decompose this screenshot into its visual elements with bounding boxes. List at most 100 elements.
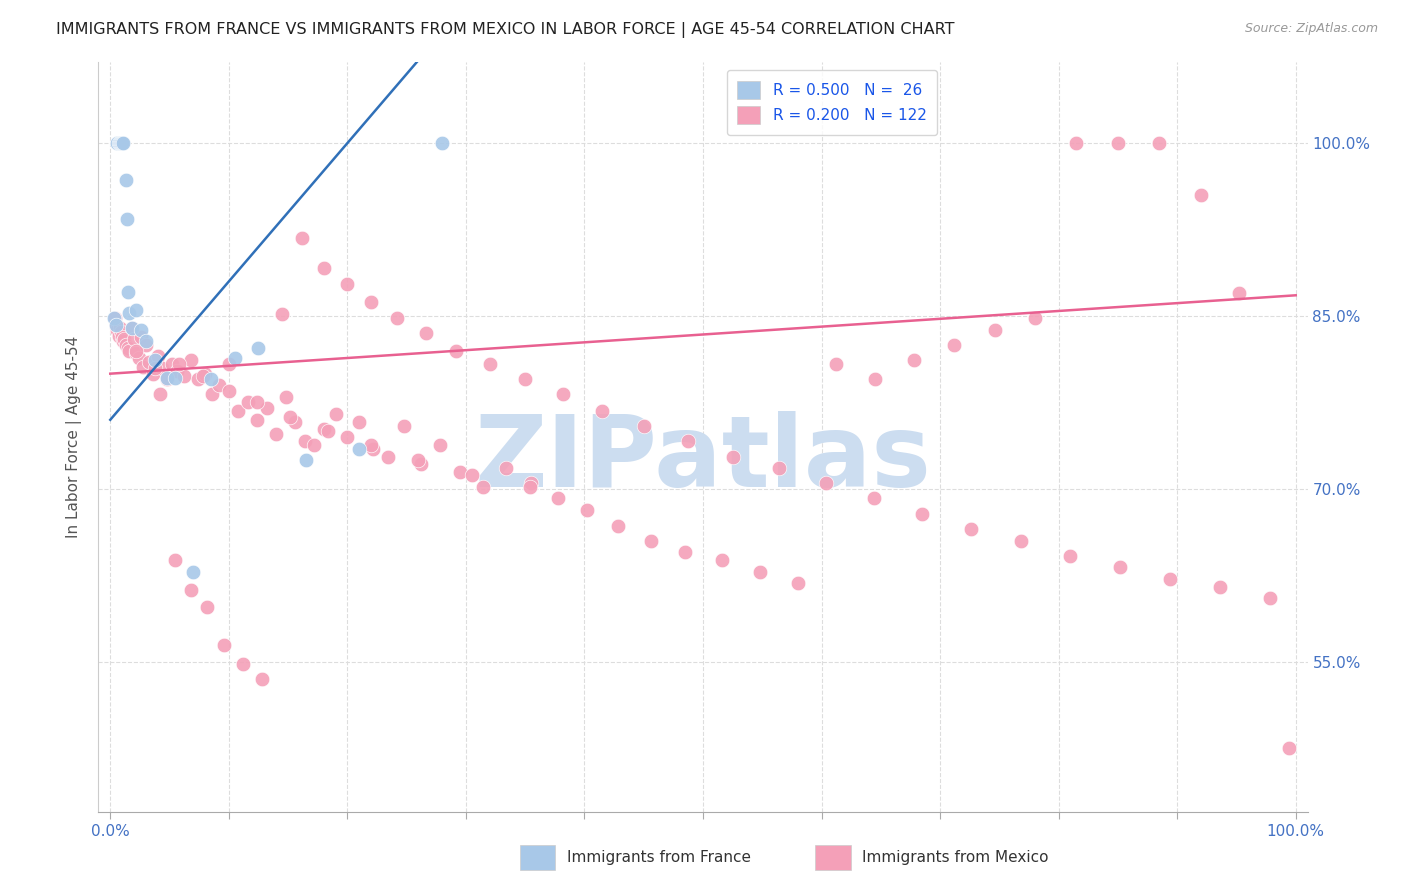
- Point: [606, 519, 628, 533]
- Point: [786, 576, 808, 591]
- Point: [121, 320, 143, 334]
- Point: [429, 438, 451, 452]
- Point: [1149, 136, 1171, 150]
- Point: [824, 358, 846, 372]
- Point: [547, 491, 569, 505]
- Point: [117, 341, 139, 355]
- Point: [274, 390, 297, 404]
- Point: [1278, 741, 1301, 756]
- Point: [271, 307, 294, 321]
- Point: [191, 369, 214, 384]
- Point: [519, 480, 541, 494]
- Point: [107, 136, 129, 150]
- Point: [347, 442, 370, 456]
- Point: [129, 323, 152, 337]
- Point: [105, 318, 128, 333]
- Point: [114, 338, 136, 352]
- Point: [336, 277, 359, 291]
- Point: [284, 415, 307, 429]
- Point: [107, 328, 129, 343]
- Point: [104, 311, 127, 326]
- Point: [461, 468, 484, 483]
- Point: [143, 352, 166, 367]
- Point: [226, 403, 249, 417]
- Text: IMMIGRANTS FROM FRANCE VS IMMIGRANTS FROM MEXICO IN LABOR FORCE | AGE 45-54 CORR: IMMIGRANTS FROM FRANCE VS IMMIGRANTS FRO…: [56, 22, 955, 38]
- Point: [125, 303, 148, 318]
- Point: [1010, 533, 1032, 548]
- Point: [575, 502, 598, 516]
- Point: [118, 343, 141, 358]
- Point: [180, 352, 202, 367]
- Point: [105, 136, 128, 150]
- Point: [232, 657, 254, 672]
- Point: [1066, 136, 1088, 150]
- Text: ZIPatlas: ZIPatlas: [475, 411, 931, 508]
- Point: [1024, 311, 1046, 326]
- Point: [135, 338, 157, 352]
- Point: [129, 330, 152, 344]
- Point: [1159, 572, 1181, 586]
- Point: [449, 465, 471, 479]
- Point: [394, 418, 416, 433]
- Point: [208, 378, 231, 392]
- Point: [943, 338, 966, 352]
- Point: [181, 565, 204, 579]
- Point: [363, 442, 385, 456]
- Point: [125, 346, 148, 360]
- Point: [291, 230, 314, 244]
- Point: [167, 358, 190, 372]
- Point: [336, 430, 359, 444]
- Point: [446, 343, 468, 358]
- Point: [256, 401, 278, 416]
- Point: [111, 136, 134, 150]
- Point: [200, 372, 222, 386]
- Point: [108, 320, 131, 334]
- Point: [983, 323, 1005, 337]
- Point: [146, 350, 169, 364]
- Point: [748, 565, 770, 579]
- Point: [166, 364, 188, 378]
- Point: [115, 212, 138, 227]
- Point: [160, 358, 183, 372]
- Point: [105, 318, 128, 333]
- Point: [903, 352, 925, 367]
- Point: [640, 533, 662, 548]
- Point: [149, 387, 172, 401]
- Point: [863, 372, 886, 386]
- Point: [312, 422, 335, 436]
- Point: [768, 461, 790, 475]
- Point: [165, 553, 187, 567]
- Point: [246, 413, 269, 427]
- Point: [360, 438, 382, 452]
- Point: [676, 434, 699, 448]
- Point: [103, 311, 125, 326]
- Point: [325, 407, 347, 421]
- Point: [236, 395, 259, 409]
- Point: [112, 136, 135, 150]
- Point: [408, 453, 430, 467]
- Point: [673, 545, 696, 559]
- Point: [187, 372, 209, 386]
- Point: [1258, 591, 1281, 606]
- Point: [156, 372, 179, 386]
- Point: [111, 330, 134, 344]
- Point: [110, 136, 132, 150]
- Point: [173, 369, 195, 384]
- Point: [143, 360, 166, 375]
- Point: [197, 599, 219, 614]
- Point: [377, 450, 399, 464]
- Point: [128, 351, 150, 365]
- Text: Immigrants from France: Immigrants from France: [567, 850, 751, 864]
- Point: [247, 341, 270, 355]
- Point: [110, 325, 132, 339]
- Point: [1209, 580, 1232, 594]
- Point: [114, 173, 136, 187]
- Text: Immigrants from Mexico: Immigrants from Mexico: [862, 850, 1049, 864]
- Point: [862, 491, 884, 505]
- Point: [132, 359, 155, 374]
- Point: [409, 457, 432, 471]
- Point: [318, 425, 340, 439]
- Point: [432, 136, 454, 150]
- Point: [105, 323, 128, 337]
- Point: [312, 260, 335, 275]
